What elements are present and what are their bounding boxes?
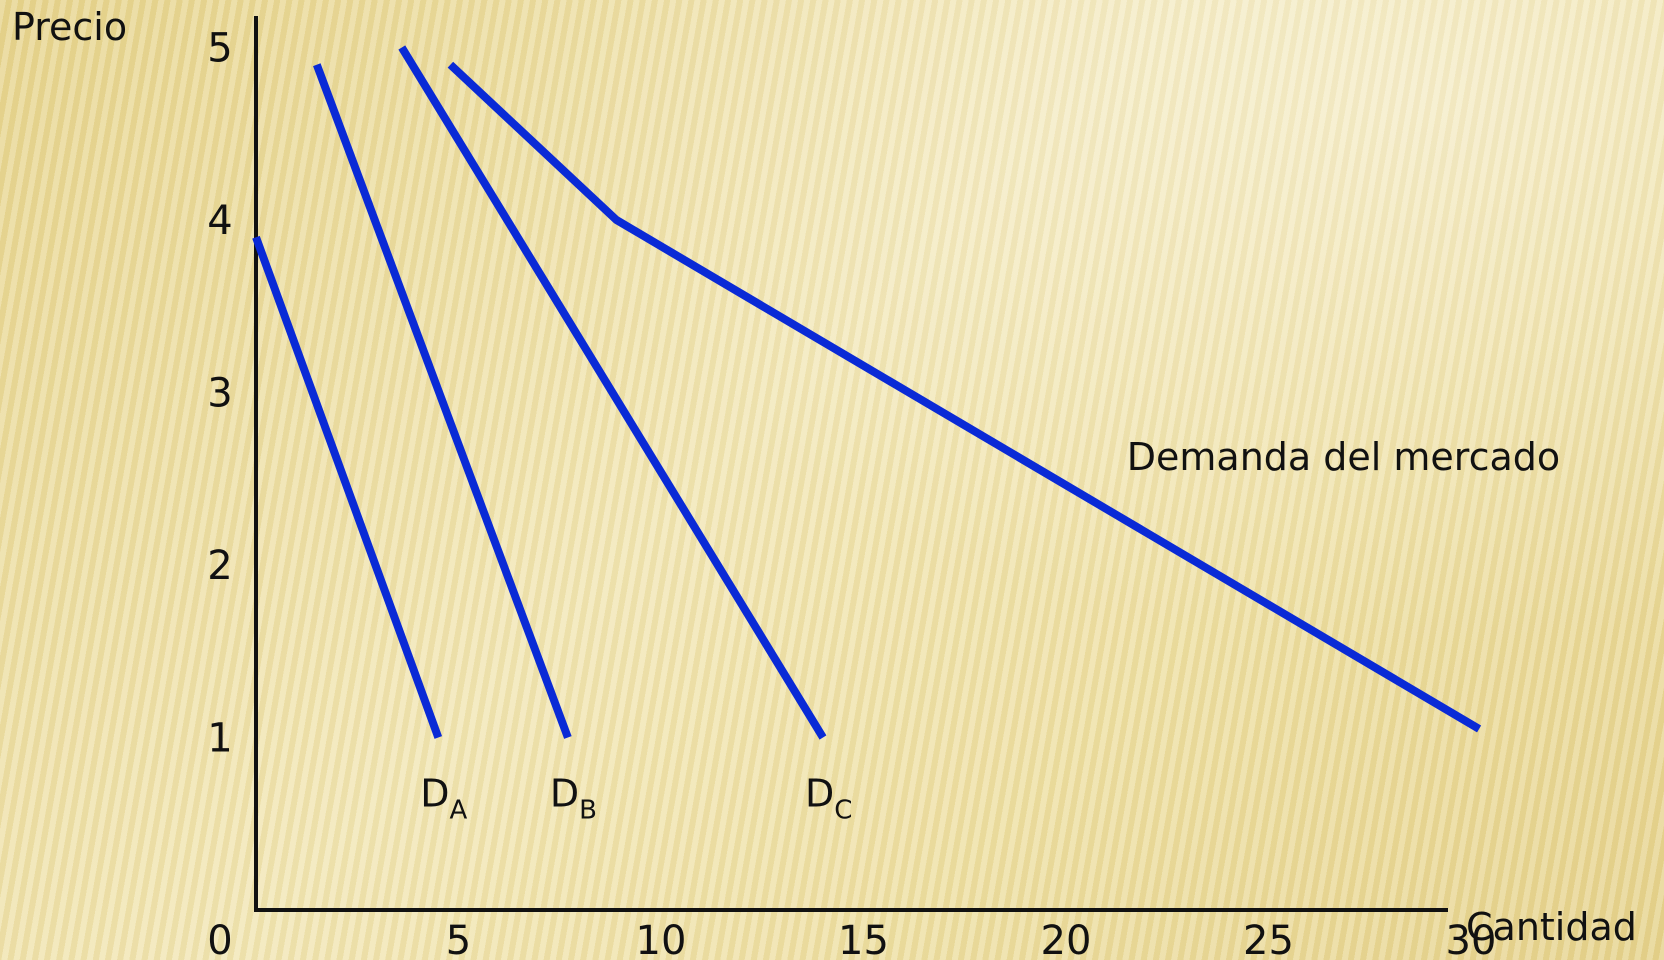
x-tick-label: 5: [446, 918, 471, 960]
x-tick-label: 0: [207, 918, 232, 960]
demand-curve-a: [252, 235, 443, 739]
y-tick-label: 3: [207, 371, 232, 417]
x-tick-label: 30: [1446, 918, 1497, 960]
demand-curve-c: [398, 45, 827, 740]
demand-curves: [252, 45, 1482, 740]
curve-labels: DA DB DC Demanda del mercado: [420, 435, 1560, 825]
y-tick-label: 2: [207, 543, 232, 589]
y-axis-title: Precio: [12, 5, 127, 49]
y-tick-labels: 1 2 3 4 5: [207, 26, 232, 762]
x-tick-label: 25: [1243, 918, 1294, 960]
y-tick-label: 1: [207, 716, 232, 762]
curve-label-c: DC: [805, 772, 852, 826]
y-tick-label: 4: [207, 198, 232, 244]
curve-label-a: DA: [420, 772, 467, 826]
x-tick-label: 15: [838, 918, 889, 960]
x-tick-labels: 0 5 10 15 20 25 30: [207, 918, 1496, 960]
curve-label-b: DB: [550, 772, 597, 826]
x-tick-label: 20: [1041, 918, 1092, 960]
x-tick-label: 10: [636, 918, 687, 960]
demand-curve-b: [313, 63, 572, 739]
demand-curve-market: [447, 61, 1482, 733]
curve-label-market: Demanda del mercado: [1127, 435, 1560, 479]
y-tick-label: 5: [207, 26, 232, 72]
x-axis-title: Cantidad: [1466, 905, 1637, 949]
